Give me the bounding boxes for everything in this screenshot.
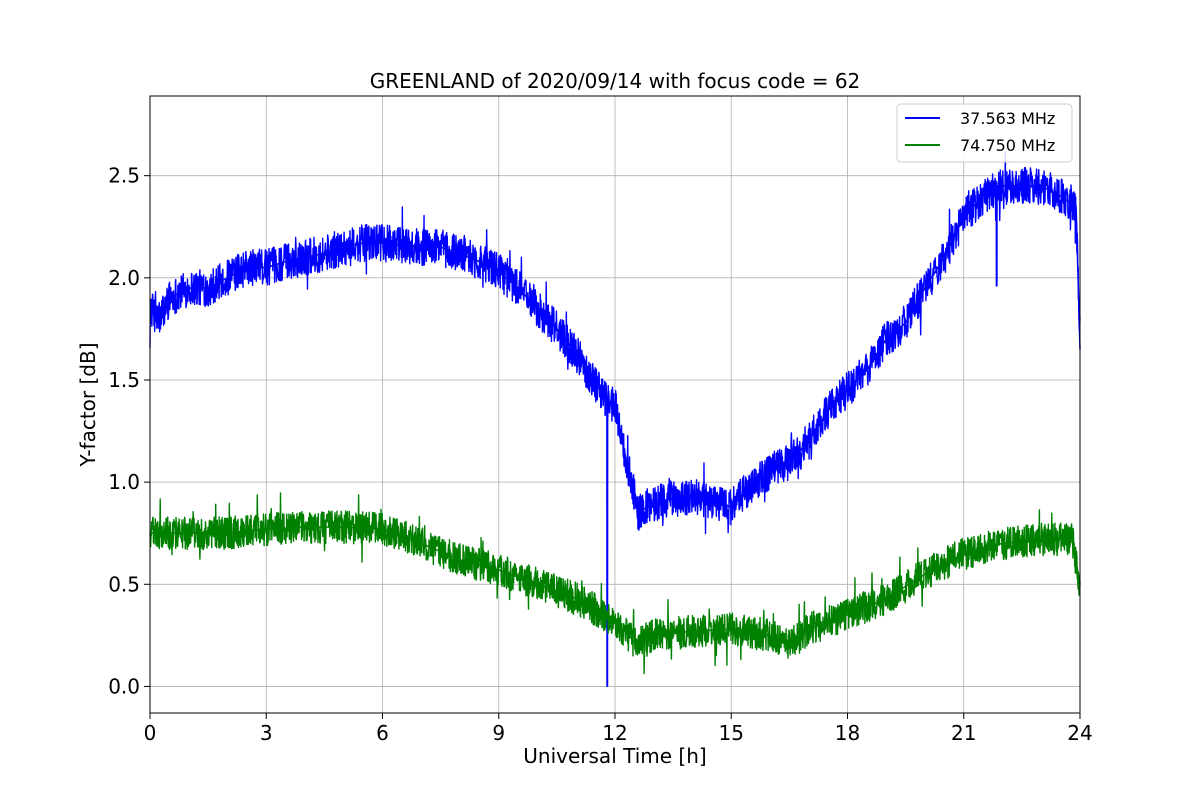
y-tick-label: 1.5 (108, 368, 140, 392)
series-noise-trace (149, 492, 1081, 675)
series-noise-trace (149, 151, 1081, 688)
legend: 37.563 MHz 74.750 MHz (896, 103, 1073, 163)
legend-label: 74.750 MHz (960, 136, 1055, 155)
y-tick-label: 0.0 (108, 674, 140, 698)
y-tick-label: 1.0 (108, 470, 140, 494)
x-tick-label: 21 (951, 721, 976, 745)
y-axis-label: Y-factor [dB] (76, 342, 100, 467)
y-tick-label: 0.5 (108, 572, 140, 596)
x-axis-label: Universal Time [h] (523, 744, 706, 768)
y-tick-label: 2.5 (108, 164, 140, 188)
x-tick-label: 12 (602, 721, 627, 745)
series-layer (149, 151, 1081, 688)
legend-label: 37.563 MHz (960, 109, 1055, 128)
x-tick-label: 24 (1067, 721, 1092, 745)
legend-box (896, 103, 1073, 163)
x-tick-label: 9 (492, 721, 505, 745)
x-tick-label: 15 (719, 721, 744, 745)
x-tick-label: 0 (144, 721, 157, 745)
x-tick-label: 3 (260, 721, 273, 745)
x-tick-label: 6 (376, 721, 389, 745)
y-tick-label: 2.0 (108, 266, 140, 290)
x-tick-label: 18 (835, 721, 860, 745)
chart-title: GREENLAND of 2020/09/14 with focus code … (370, 69, 861, 93)
ticks: 0 3 6 9 12 15 18 21 24 0.0 0.5 1.0 1.5 2.0 2.5 (108, 164, 1093, 745)
